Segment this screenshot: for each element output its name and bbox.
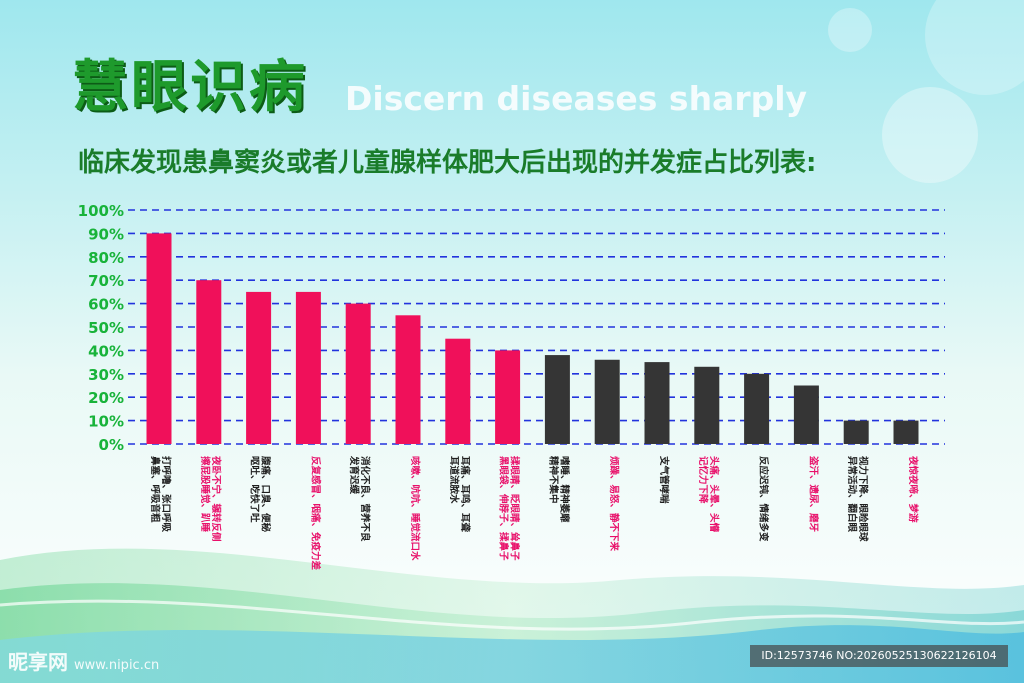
category-label: 反应迟钝、情绪多变 — [758, 456, 770, 542]
bar — [744, 373, 770, 444]
category-label-line: 反复感冒、咽痛、免疫力差 — [309, 456, 321, 571]
bar — [843, 420, 869, 444]
y-tick-label: 70% — [88, 272, 124, 290]
category-label-line: 耳道流脓水 — [448, 456, 460, 504]
category-label-line: 腹痛、口臭、便秘 — [260, 455, 272, 533]
category-label-line: 异常活动、翻白眼 — [846, 456, 858, 533]
category-label: 支气管哮喘 — [658, 455, 670, 504]
category-label-line: 夜卧不宁、辗转反侧 — [210, 455, 222, 542]
bar — [295, 291, 321, 444]
bar — [445, 338, 471, 444]
y-axis-ticks: 0% 10% 20% 30% 40% 50% 60% 70% 80% 90% 100% — [78, 202, 124, 454]
category-label: 夜惊夜啼、梦游 — [907, 455, 919, 523]
bar — [644, 362, 670, 444]
chart-subtitle: 临床发现患鼻窦炎或者儿童腺样体肥大后出现的并发症占比列表: — [78, 148, 817, 178]
bar — [146, 233, 172, 444]
title-cn: 慧眼识病 — [72, 55, 308, 120]
category-label-line: 耳痛、耳鸣、耳聋 — [459, 456, 471, 533]
category-label-line: 精神不集中 — [547, 456, 559, 504]
y-tick-label: 90% — [88, 225, 124, 243]
bar — [694, 366, 720, 444]
bar — [544, 355, 570, 444]
watermark: 昵享网 www.nipic.cn — [8, 646, 159, 675]
bar — [395, 315, 421, 444]
y-tick-label: 0% — [99, 436, 124, 454]
category-label-line: 视力下降、眼睑眼球 — [857, 456, 869, 542]
category-label: 反复感冒、咽痛、免疫力差 — [309, 456, 321, 571]
image-id-badge: ID:12573746 NO:20260525130622126104 — [750, 645, 1008, 667]
bar — [196, 280, 222, 444]
bar — [345, 303, 371, 444]
category-label-line: 消化不良、营养不良 — [359, 456, 371, 542]
category-label-line: 擦屁股睡觉、趴睡 — [199, 456, 211, 533]
category-label: 咳嗽、吭吭、睡觉流口水 — [409, 456, 421, 561]
watermark-text: 昵享网 — [8, 650, 68, 674]
wave-blue — [0, 625, 1024, 683]
bar — [594, 359, 620, 444]
watermark-url: www.nipic.cn — [74, 658, 160, 673]
category-label-line: 咳嗽、吭吭、睡觉流口水 — [409, 456, 421, 561]
bar — [246, 291, 272, 444]
category-label-line: 夜惊夜啼、梦游 — [907, 455, 919, 523]
category-label-line: 呕吐、吃快了吐 — [249, 456, 261, 523]
category-label-line: 烦躁、易怒、静不下来 — [608, 456, 620, 552]
title-en: Discern diseases sharply — [345, 79, 808, 118]
bubble — [882, 87, 978, 183]
y-tick-label: 20% — [88, 389, 124, 407]
category-label-line: 反应迟钝、情绪多变 — [758, 456, 770, 542]
category-label-line: 发育迟缓 — [348, 455, 360, 495]
y-tick-label: 60% — [88, 296, 124, 314]
category-label: 盗汗、遗尿、磨牙 — [807, 456, 819, 533]
bubble — [925, 0, 1024, 95]
bar — [495, 350, 521, 444]
y-tick-label: 50% — [88, 319, 124, 337]
category-label-line: 支气管哮喘 — [658, 455, 670, 504]
category-label-line: 盗汗、遗尿、磨牙 — [807, 456, 819, 533]
y-tick-label: 30% — [88, 366, 124, 384]
wave-light — [0, 599, 1024, 631]
category-label-line: 嗜睡、精神萎靡 — [558, 456, 570, 523]
category-label-line: 打呼噜、张口呼吸 — [160, 456, 172, 533]
category-label-line: 头痛、头晕、头懵 — [708, 456, 720, 533]
y-tick-label: 10% — [88, 413, 124, 431]
bars — [146, 233, 919, 444]
y-tick-label: 80% — [88, 249, 124, 267]
category-label-line: 揉眼睛、眨眼睛、耸鼻子 — [509, 456, 521, 561]
category-label-line: 记忆力下降 — [697, 456, 709, 504]
category-label-line: 鼻塞、呼吸音粗 — [149, 456, 161, 523]
y-tick-label: 40% — [88, 342, 124, 360]
category-label: 烦躁、易怒、静不下来 — [608, 456, 620, 552]
bar — [893, 420, 919, 444]
category-label-line: 黑眼袋、伸脖子、揉鼻子 — [498, 456, 510, 561]
bar — [793, 385, 819, 444]
bubble — [828, 8, 872, 52]
y-tick-label: 100% — [78, 202, 124, 220]
